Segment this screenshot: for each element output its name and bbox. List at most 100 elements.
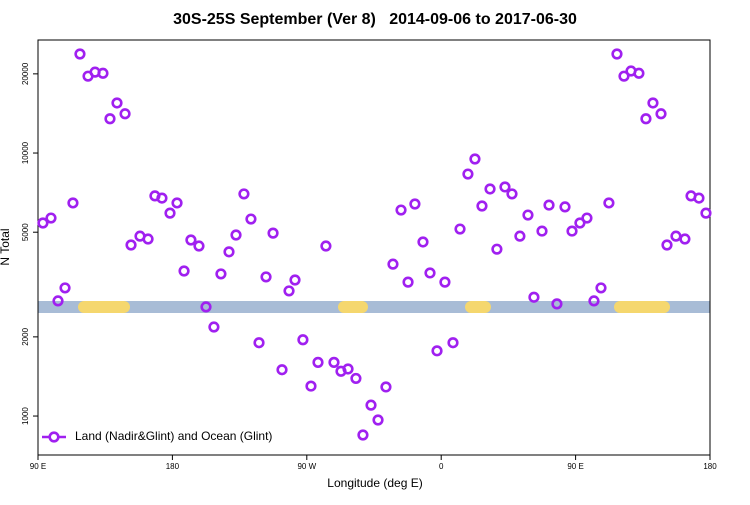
point (45, 212, 57, 224)
point (700, 207, 712, 219)
land-band (614, 301, 670, 313)
point (104, 113, 116, 125)
point (215, 268, 227, 280)
y-tick-label: 10000 (21, 141, 30, 164)
point (320, 240, 332, 252)
point (185, 234, 197, 246)
point (514, 230, 526, 242)
point (395, 204, 407, 216)
point (647, 97, 659, 109)
point (506, 188, 518, 200)
point (365, 399, 377, 411)
point (595, 282, 607, 294)
land-band (465, 301, 491, 313)
x-tick-label: 180 (703, 462, 717, 471)
land-strip (38, 301, 710, 313)
plot-frame (37, 39, 711, 456)
point (499, 181, 511, 193)
x-axis-label: Longitude (deg E) (327, 476, 422, 490)
point (431, 345, 443, 357)
point (328, 356, 340, 368)
point (380, 381, 392, 393)
point (447, 337, 459, 349)
point (312, 356, 324, 368)
point (439, 276, 451, 288)
point (559, 201, 571, 213)
point (661, 239, 673, 251)
chart-title: 30S-25S September (Ver 8) 2014-09-06 to … (173, 11, 577, 28)
point (484, 183, 496, 195)
point (491, 243, 503, 255)
point (342, 363, 354, 375)
x-tick-label: 90 E (30, 462, 46, 471)
ocean-band (38, 301, 710, 313)
y-tick-label: 20000 (21, 62, 30, 85)
point (164, 207, 176, 219)
point (633, 67, 645, 79)
land-band (78, 301, 130, 313)
legend-label: Land (Nadir&Glint) and Ocean (Glint) (75, 429, 272, 443)
point (305, 380, 317, 392)
point (618, 70, 630, 82)
point (640, 113, 652, 125)
point (522, 209, 534, 221)
point (283, 285, 295, 297)
y-tick-label: 2000 (21, 327, 30, 345)
point (74, 48, 86, 60)
y-tick-label: 1000 (21, 407, 30, 425)
point (409, 198, 421, 210)
point (679, 233, 691, 245)
point (603, 197, 615, 209)
point (372, 414, 384, 426)
point (566, 225, 578, 237)
point (655, 108, 667, 120)
point (611, 48, 623, 60)
point (37, 217, 49, 229)
land-band (338, 301, 368, 313)
point (536, 225, 548, 237)
x-tick-label: 180 (166, 462, 180, 471)
point (297, 334, 309, 346)
point (417, 236, 429, 248)
point (245, 213, 257, 225)
point (693, 192, 705, 204)
x-tick-label: 90 E (567, 462, 583, 471)
point (67, 197, 79, 209)
point (111, 97, 123, 109)
point (119, 108, 131, 120)
point (357, 429, 369, 441)
point (59, 282, 71, 294)
point (581, 212, 593, 224)
point (260, 271, 272, 283)
y-axis-label: N Total (0, 228, 12, 265)
point (574, 217, 586, 229)
point (178, 265, 190, 277)
point (238, 188, 250, 200)
point (402, 276, 414, 288)
point (193, 240, 205, 252)
point (462, 168, 474, 180)
point (551, 298, 563, 310)
point (208, 321, 220, 333)
point (387, 258, 399, 270)
point (528, 291, 540, 303)
point (171, 197, 183, 209)
legend-marker (48, 431, 60, 443)
point (253, 337, 265, 349)
point (156, 192, 168, 204)
point (476, 200, 488, 212)
y-tick-label: 5000 (21, 223, 30, 241)
point (350, 372, 362, 385)
point (142, 233, 154, 245)
point (543, 199, 555, 211)
point (289, 274, 301, 286)
point (200, 301, 212, 313)
point (276, 364, 288, 376)
x-tick-label: 0 (439, 462, 444, 471)
point (454, 223, 466, 235)
point (223, 246, 235, 258)
point (588, 295, 600, 307)
point (52, 295, 64, 307)
